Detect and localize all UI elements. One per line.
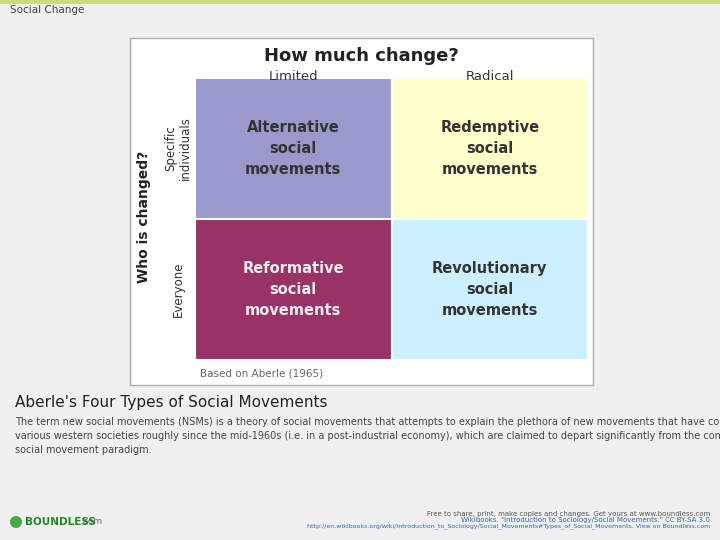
Bar	[130, 38, 593, 385]
Text: How much change?: How much change?	[264, 47, 459, 65]
Text: Alternative
social
movements: Alternative social movements	[245, 120, 341, 177]
Text: Free to share, print, make copies and changes. Get yours at www.boundless.com: Free to share, print, make copies and ch…	[427, 511, 710, 517]
Bar	[392, 219, 588, 360]
Text: Specific
individuals: Specific individuals	[164, 117, 192, 180]
Text: http://en.wikibooks.org/wiki/Introduction_to_Sociology/Social_Movements#Types_of: http://en.wikibooks.org/wiki/Introductio…	[307, 523, 710, 529]
Text: The term new social movements (NSMs) is a theory of social movements that attemp: The term new social movements (NSMs) is …	[15, 417, 720, 455]
Circle shape	[10, 516, 22, 528]
Text: Reformative
social
movements: Reformative social movements	[243, 261, 344, 318]
Bar	[0, 0, 720, 4]
Text: Aberle's Four Types of Social Movements: Aberle's Four Types of Social Movements	[15, 395, 328, 410]
Text: Who is changed?: Who is changed?	[137, 150, 151, 282]
Bar	[392, 78, 588, 219]
Text: Based on Aberle (1965): Based on Aberle (1965)	[200, 368, 323, 378]
Bar	[195, 78, 392, 219]
Bar	[195, 219, 392, 360]
Text: Radical: Radical	[466, 70, 514, 83]
Text: BOUNDLESS: BOUNDLESS	[25, 517, 96, 527]
Text: Revolutionary
social
movements: Revolutionary social movements	[432, 261, 547, 318]
Text: Limited: Limited	[269, 70, 318, 83]
Text: Redemptive
social
movements: Redemptive social movements	[440, 120, 539, 177]
Text: Wikibooks. "Introduction to Sociology/Social Movements." CC BY-SA 3.0: Wikibooks. "Introduction to Sociology/So…	[461, 517, 710, 523]
Text: Everyone: Everyone	[171, 262, 184, 317]
Text: Social Change: Social Change	[10, 5, 84, 15]
Text: .com: .com	[80, 517, 102, 526]
